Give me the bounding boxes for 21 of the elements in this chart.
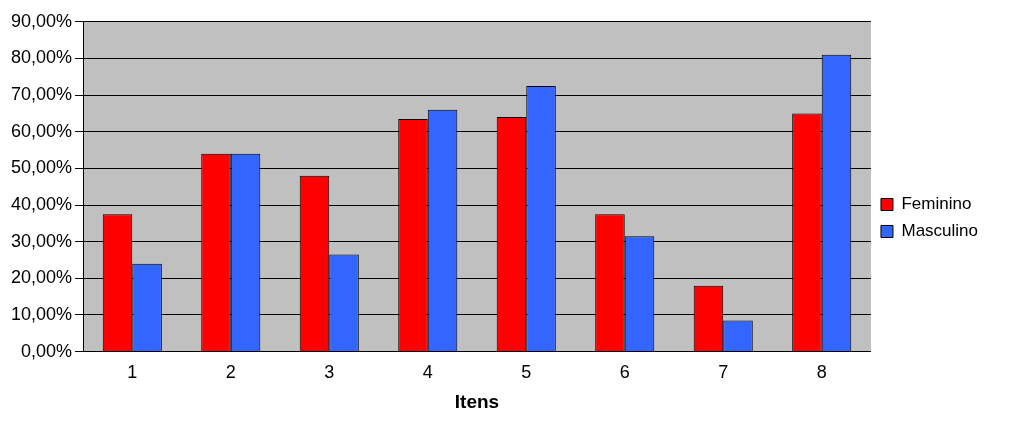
y-tick-label: 50,00% xyxy=(10,157,73,178)
y-tick-label: 70,00% xyxy=(10,84,73,105)
x-tick-label: 5 xyxy=(521,362,532,383)
legend-label: Feminino xyxy=(901,194,972,214)
y-tick-label: 60,00% xyxy=(10,120,73,141)
y-tick-label: 30,00% xyxy=(10,230,73,251)
x-tick-label: 1 xyxy=(127,362,138,383)
y-tick-label: 20,00% xyxy=(10,267,73,288)
y-tick-label: 90,00% xyxy=(10,10,73,31)
x-tick-label: 6 xyxy=(619,362,630,383)
x-tick-label: 8 xyxy=(816,362,827,383)
x-tick-label: 7 xyxy=(718,362,729,383)
y-tick-label: 40,00% xyxy=(10,193,73,214)
x-tick-label: 2 xyxy=(225,362,236,383)
x-axis-title: Itens xyxy=(454,390,500,412)
legend-label: Masculino xyxy=(901,221,979,241)
x-tick-label: 4 xyxy=(422,362,433,383)
y-tick-label: 80,00% xyxy=(10,47,73,68)
y-tick-label: 0,00% xyxy=(21,340,73,361)
y-tick-label: 10,00% xyxy=(10,303,73,324)
x-tick-label: 3 xyxy=(324,362,335,383)
